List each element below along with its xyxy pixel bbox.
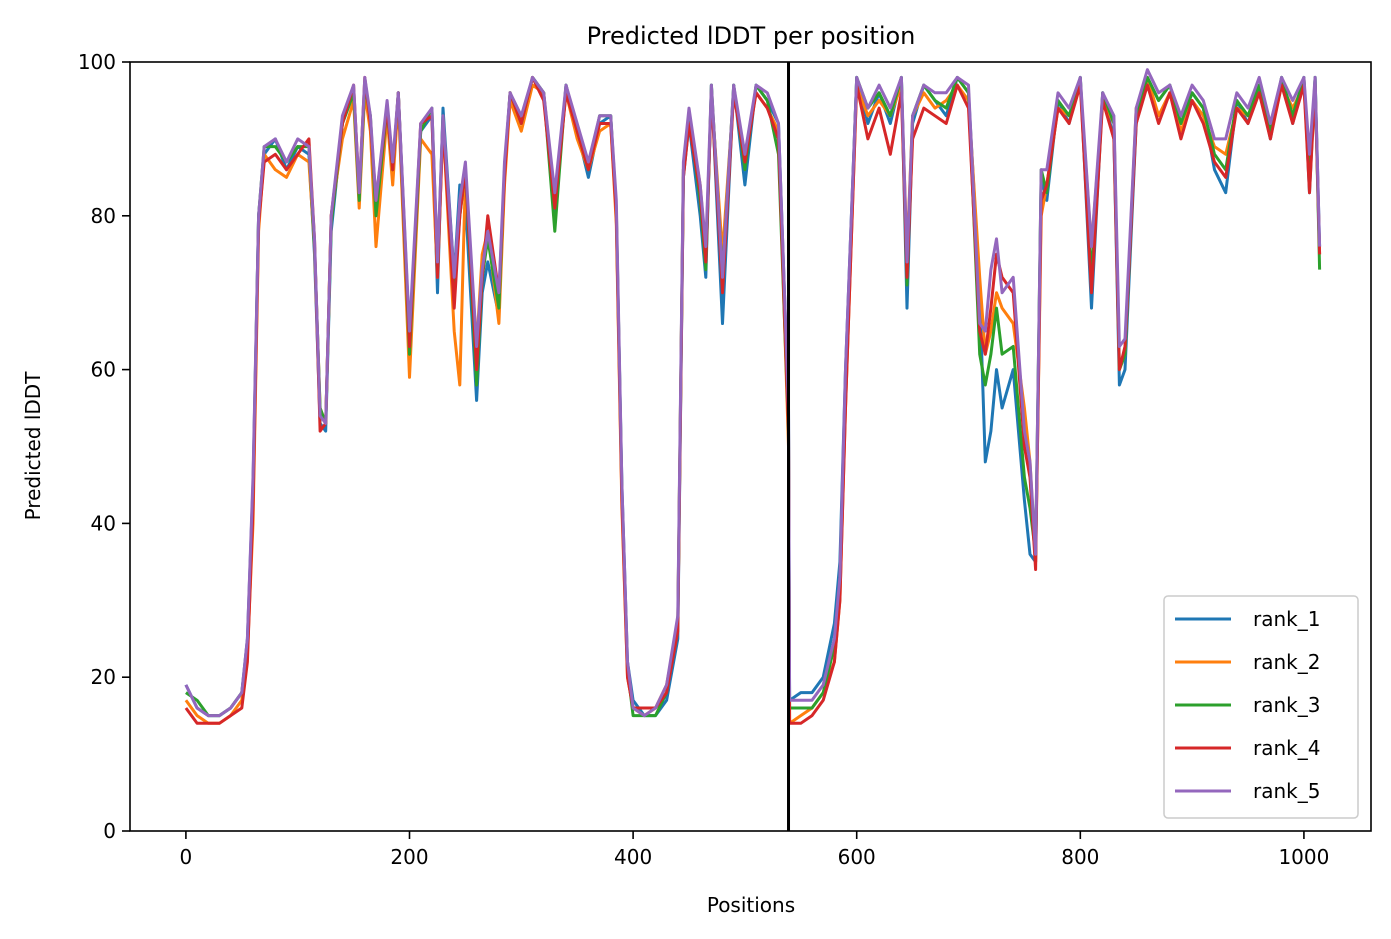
- x-tick-label: 800: [1061, 845, 1099, 869]
- chart-title: Predicted lDDT per position: [587, 22, 916, 50]
- x-tick-label: 200: [390, 845, 428, 869]
- y-tick-label: 0: [103, 819, 116, 843]
- legend-label: rank_5: [1253, 779, 1320, 803]
- x-axis-ticks: 0 200 400 600 800 1000: [180, 831, 1329, 869]
- legend-label: rank_1: [1253, 607, 1320, 631]
- legend-items: rank_1 rank_2 rank_3 rank_4 rank_5: [1175, 607, 1320, 803]
- x-tick-label: 1000: [1278, 845, 1329, 869]
- y-tick-label: 60: [91, 358, 116, 382]
- y-tick-label: 20: [91, 665, 116, 689]
- y-axis-ticks: 0 20 40 60 80 100: [78, 50, 130, 843]
- x-tick-label: 400: [614, 845, 652, 869]
- legend-label: rank_4: [1253, 736, 1320, 760]
- y-tick-label: 80: [91, 204, 116, 228]
- legend-label: rank_2: [1253, 650, 1320, 674]
- legend-label: rank_3: [1253, 693, 1320, 717]
- series-line-rank-5: [184, 68, 1322, 718]
- y-tick-label: 100: [78, 50, 116, 74]
- legend: rank_1 rank_2 rank_3 rank_4 rank_5: [1163, 595, 1359, 819]
- y-tick-label: 40: [91, 511, 116, 535]
- legend-box: [1163, 595, 1359, 819]
- plot-frame: [129, 61, 1372, 832]
- x-axis-label: Positions: [707, 893, 795, 917]
- x-tick-label: 600: [838, 845, 876, 869]
- plot-lines: [184, 68, 1322, 725]
- y-axis-label: Predicted lDDT: [21, 371, 45, 521]
- x-tick-label: 0: [180, 845, 193, 869]
